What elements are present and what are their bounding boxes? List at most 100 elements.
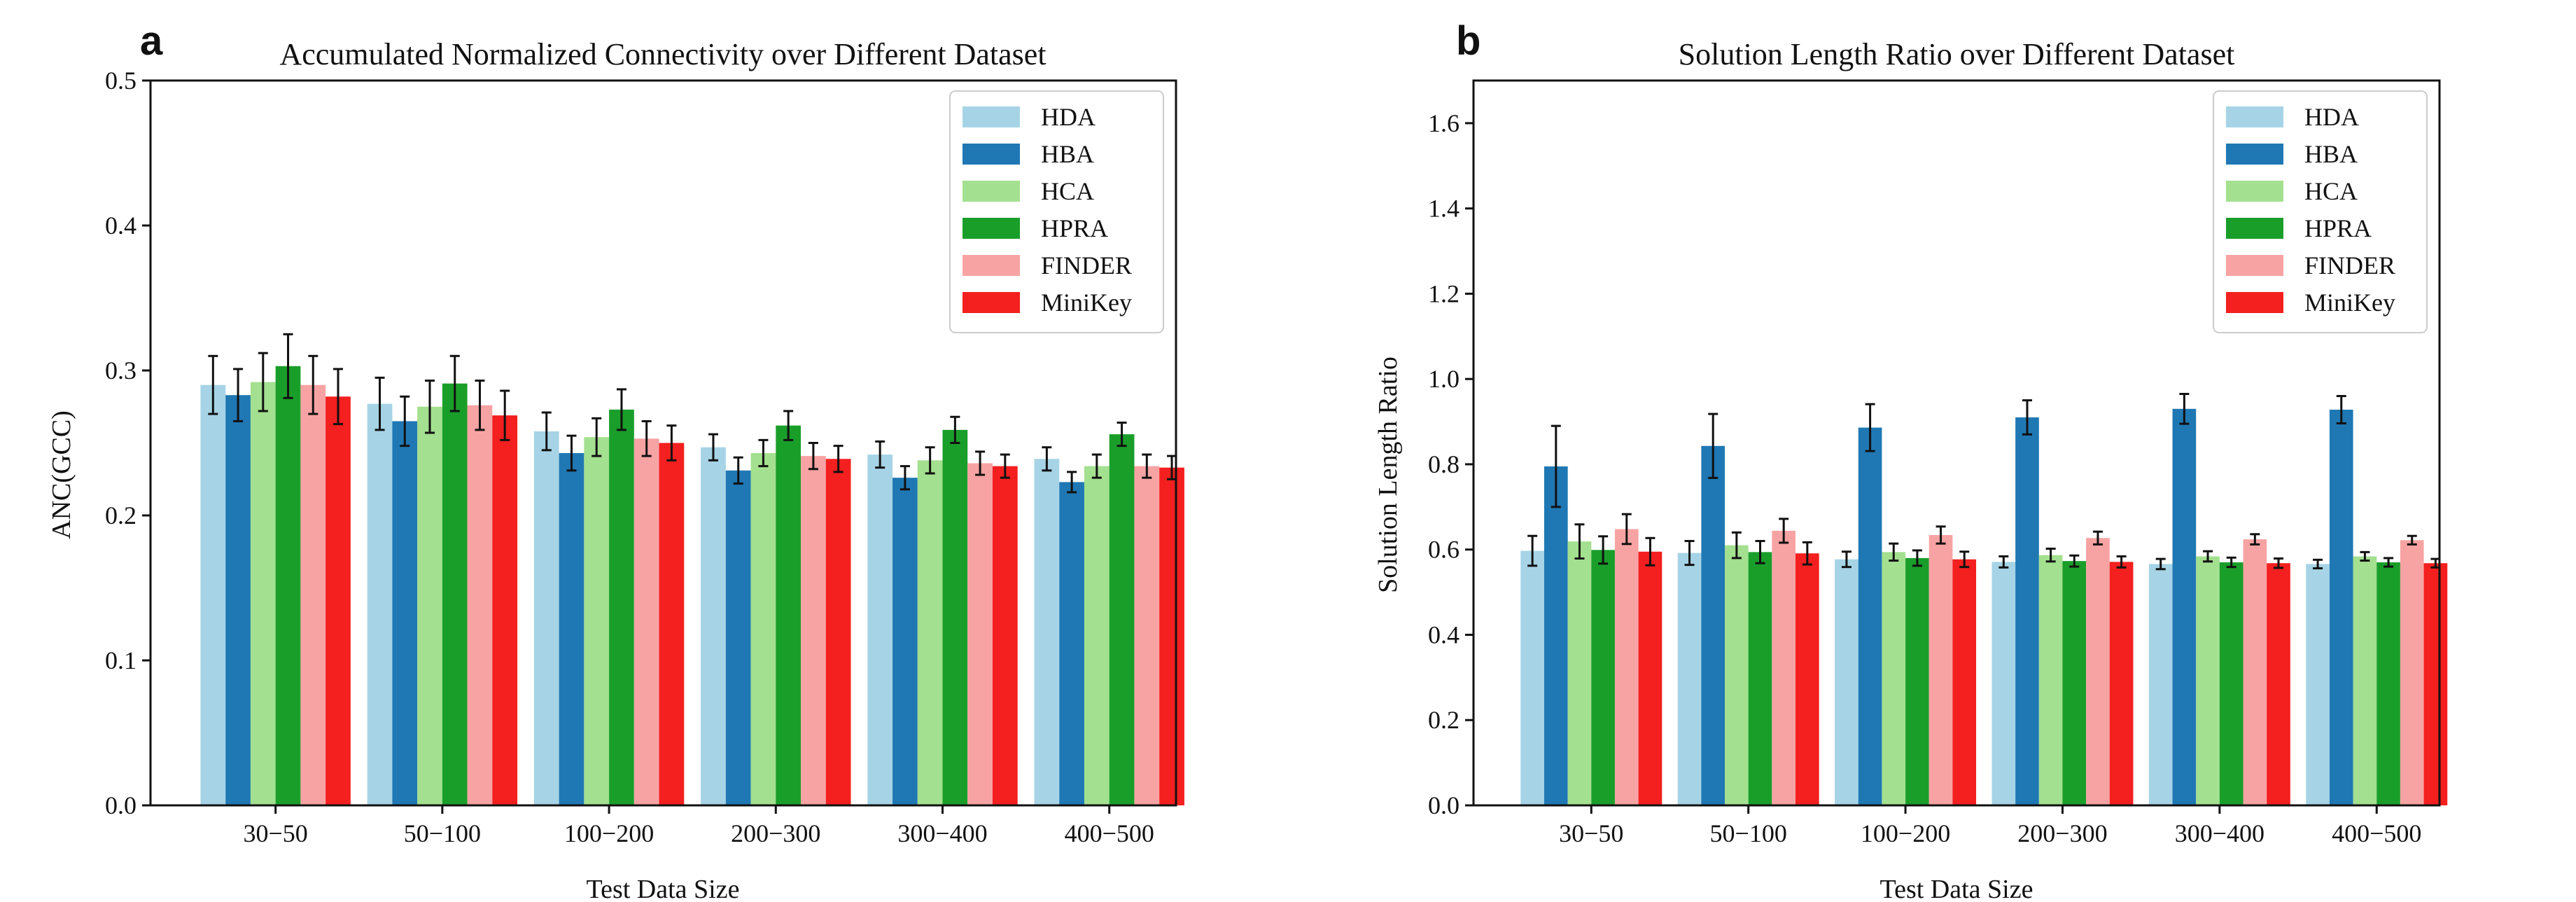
y-tick-label-2: 0.4 [1428,620,1460,648]
bar-hba-4 [892,478,918,805]
bar-hba-4 [2172,408,2197,805]
panel-b-plot: 0.0 0.2 0.4 0.6 0.8 1.0 1.2 1.4 1.6 30−50 50−100 10… [1428,79,2448,847]
bar-hpra-5 [1109,434,1135,805]
legend-label-hba: HBA [2304,140,2358,168]
bar-hda-2 [533,431,559,805]
x-tick-label-5: 400−500 [2332,819,2421,847]
bar-hba-1 [1701,445,1726,805]
bar-hba-1 [392,421,418,805]
bar-hca-5 [1084,466,1110,805]
bar-hba-2 [1858,427,1882,805]
bar-finder-2 [1928,535,1953,805]
bar-hba-0 [1544,466,1568,805]
panel-a-title: Accumulated Normalized Connectivity over… [279,37,1046,71]
bar-hca-4 [2196,556,2220,805]
legend-swatch-hpra [2226,218,2283,239]
y-tick-label-4: 0.4 [105,211,136,240]
x-tick-label-0: 30−50 [1559,819,1623,847]
y-tick-label-5: 1.0 [1428,365,1460,393]
bar-hda-0 [1520,550,1544,805]
legend-swatch-hca [2226,181,2283,202]
bar-minikey-5 [1159,467,1184,805]
legend: HDA HBA HCA HPRA FINDER MiniKey [949,90,1164,333]
x-tick-label-3: 200−300 [2017,819,2107,847]
panel-letter-b: b [1456,18,1480,64]
plot-frame [1472,79,2441,807]
plot-frame [149,79,1177,807]
bar-minikey-1 [1795,553,1819,805]
bar-finder-1 [1772,530,1795,805]
bar-hda-4 [2148,564,2173,805]
legend: HDA HBA HCA HPRA FINDER MiniKey [2213,90,2428,333]
bar-minikey-2 [1952,559,1977,805]
bar-finder-4 [967,463,993,805]
bar-finder-5 [1134,466,1160,805]
bar-finder-0 [300,384,326,805]
bar-hda-5 [2306,564,2330,805]
panel-b-x-axis-label: Test Data Size [1880,875,2033,902]
legend-swatch-hba [2226,144,2283,165]
legend-label-minikey: MiniKey [1041,289,1132,317]
bar-hca-2 [1882,552,1906,805]
panel-a: a Accumulated Normalized Connectivity ov… [47,18,1184,902]
legend-label-hca: HCA [1041,177,1094,205]
bar-minikey-4 [992,466,1018,805]
bar-hba-3 [2015,417,2039,805]
bar-hpra-1 [442,383,468,805]
panel-b-y-axis-label: Solution Length Ratio [1373,356,1403,593]
y-tick-label-0: 0.0 [105,791,136,819]
panel-b-title: Solution Length Ratio over Different Dat… [1679,37,2235,71]
bar-hpra-2 [609,409,634,805]
bar-hca-0 [1567,541,1592,805]
bar-finder-4 [2243,539,2267,805]
bar-hca-4 [917,460,943,805]
y-tick-label-3: 0.3 [105,356,136,384]
bar-finder-2 [634,438,659,805]
legend-swatch-minikey [2226,292,2283,313]
legend-swatch-minikey [962,292,1020,313]
bar-minikey-2 [659,443,685,805]
bar-minikey-0 [326,396,351,805]
bar-hca-2 [584,437,610,805]
bar-hba-2 [559,452,584,805]
y-tick-label-8: 1.6 [1428,109,1460,137]
y-tick-label-6: 1.2 [1428,279,1460,307]
legend-label-finder: FINDER [2304,251,2395,279]
bar-minikey-1 [492,415,518,805]
bar-hpra-0 [275,366,301,805]
x-tick-label-2: 100−200 [564,819,654,847]
x-tick-label-3: 200−300 [731,819,820,847]
y-tick-label-1: 0.2 [1428,706,1460,734]
bar-hba-5 [1059,482,1084,805]
legend-label-hpra: HPRA [2304,214,2372,242]
x-tick-label-5: 400−500 [1065,819,1154,847]
panel-a-plot: 0.0 0.1 0.2 0.3 0.4 0.5 30−50 50−100 100−200 200−… [105,67,1184,847]
x-tick-label-0: 30−50 [244,819,308,847]
legend-label-hda: HDA [2304,103,2359,131]
bar-hda-3 [701,447,726,805]
y-tick-label-0: 0.0 [1428,791,1460,819]
bar-finder-3 [801,456,826,805]
x-tick-label-4: 300−400 [2175,819,2264,847]
bar-hpra-4 [2219,562,2244,805]
bar-hda-1 [1677,553,1702,805]
bar-hda-1 [367,403,393,805]
legend-label-hca: HCA [2304,177,2358,205]
bar-hpra-2 [1905,557,1929,805]
legend-swatch-hba [962,144,1020,165]
x-tick-label-1: 50−100 [1710,819,1787,847]
bar-hpra-5 [2376,562,2400,805]
panel-a-x-axis-label: Test Data Size [587,875,740,902]
bar-hpra-0 [1591,550,1615,805]
bar-hda-0 [200,384,226,805]
bar-hca-5 [2353,556,2377,805]
legend-swatch-finder [962,255,1020,276]
legend-label-hba: HBA [1041,140,1094,168]
bar-hca-1 [417,406,442,805]
bar-minikey-0 [1638,551,1662,805]
bar-hda-5 [1034,459,1060,805]
bar-hca-1 [1725,545,1749,805]
bar-hba-0 [225,395,251,805]
bar-hba-5 [2329,410,2353,805]
